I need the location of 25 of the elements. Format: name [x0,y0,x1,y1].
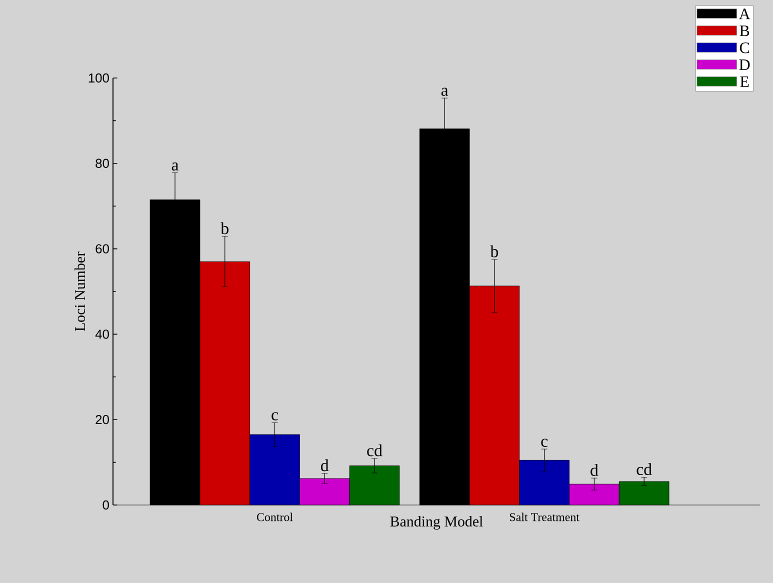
data-label: d [590,464,598,476]
x-tick-label: Control [256,512,293,522]
y-axis-title: Loci Number [74,252,86,332]
y-tick-label: 0 [102,500,109,510]
data-label: cd [636,463,652,476]
data-label: a [441,88,448,96]
x-tick-label: Salt Treatment [510,512,580,522]
y-tick-label: 60 [96,244,109,254]
data-label: cd [367,444,382,456]
legend-label: B [740,26,750,36]
data-label: d [321,459,329,472]
legend-label: D [739,60,750,70]
data-label: c [272,412,278,420]
data-label: b [490,245,498,258]
data-label: b [220,222,228,234]
legend-label: C [740,42,750,54]
x-axis-title: Banding Model [390,516,483,530]
y-tick-label: 20 [96,415,109,424]
y-tick-label: 100 [88,73,109,83]
y-tick-label: 40 [95,330,109,339]
data-label: c [541,438,548,447]
legend-label: E [740,76,749,87]
y-tick-label: 80 [96,158,109,168]
data-label: a [172,162,179,171]
legend-label: A [738,8,750,20]
